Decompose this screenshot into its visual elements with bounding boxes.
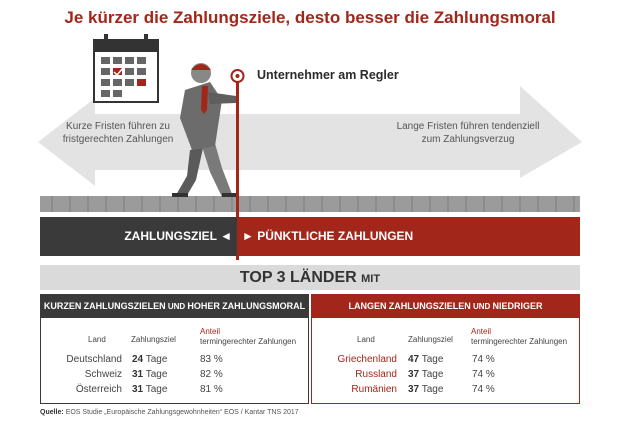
left-panel	[40, 318, 309, 404]
top3-title-text: TOP 3 LÄNDER	[239, 269, 357, 286]
left-header-w3: UND	[167, 302, 186, 311]
right-row-1-days: 47	[408, 354, 420, 365]
right-row-1-share: 74 %	[472, 354, 495, 365]
right-panel-header: LANGEN ZAHLUNGSZIELEN UND NIEDRIGER ZAHL…	[311, 294, 580, 336]
left-header-w2: ZAHLUNGSZIELEN	[83, 301, 166, 311]
left-col-anteil-2: termingerechter Zahlungen	[200, 337, 297, 346]
left-panel-header: KURZEN ZAHLUNGSZIELEN UND HOHER ZAHLUNGS…	[40, 294, 309, 318]
left-row-3-land: Österreich	[75, 384, 122, 395]
top3-title-suffix: MIT	[361, 273, 381, 285]
left-header-w5: ZAHLUNGSMORAL	[222, 301, 306, 311]
right-row-3-land: Rumänien	[351, 384, 397, 395]
left-header-w1: KURZEN	[43, 301, 82, 311]
right-header-w2: ZAHLUNGSZIELEN	[388, 301, 471, 311]
source-text: EOS Studie „Europäische Zahlungsgewohnhe…	[65, 409, 299, 416]
arrow-left-caption: Kurze Fristen führen zu fristgerechten Z…	[62, 121, 174, 145]
left-row-2-days: 31	[132, 369, 144, 380]
double-arrow	[38, 86, 582, 186]
left-row-3-days: 31	[132, 384, 144, 395]
left-col-ziel: Zahlungsziel	[131, 335, 176, 344]
right-col-ziel: Zahlungsziel	[408, 335, 453, 344]
right-row-3-unit: Tage	[421, 384, 444, 395]
slider-handle-icon	[230, 69, 245, 260]
right-row-2-unit: Tage	[421, 369, 444, 380]
businessman-figure	[172, 63, 238, 197]
left-row-3-share: 81 %	[200, 384, 223, 395]
right-header-w1: LANGEN	[348, 301, 387, 311]
right-row-2-share: 74 %	[472, 369, 495, 380]
right-header-w3: UND	[472, 302, 491, 311]
right-header-w4: NIEDRIGER	[492, 301, 543, 311]
right-row-2-days: 37	[408, 369, 420, 380]
right-row-1-unit: Tage	[421, 354, 444, 365]
illustration	[38, 34, 582, 260]
bar-right-segment	[237, 217, 580, 256]
left-row-2-unit: Tage	[145, 369, 168, 380]
left-row-2-share: 82 %	[200, 369, 223, 380]
source-note: Quelle: EOS Studie „Europäische Zahlungs…	[40, 409, 299, 416]
left-col-land: Land	[88, 335, 106, 344]
left-row-2-land: Schweiz	[84, 369, 122, 380]
page-title: Je kürzer die Zahlungsziele, desto besse…	[64, 8, 556, 27]
right-panel	[311, 318, 580, 404]
calendar-icon	[93, 34, 159, 103]
left-row-1-land: Deutschland	[66, 354, 122, 365]
bar-left-label: ZAHLUNGSZIEL ◄	[124, 229, 232, 243]
left-row-1-share: 83 %	[200, 354, 223, 365]
right-row-1-land: Griechenland	[337, 354, 397, 365]
right-col-anteil-1: Anteil	[471, 327, 492, 336]
left-row-1-unit: Tage	[145, 354, 168, 365]
bar-left-segment	[40, 217, 237, 256]
right-header-w5: ZAHLUNGSMORAL	[404, 326, 487, 336]
left-row-1-days: 24	[132, 354, 144, 365]
left-header-w4: HOHER	[187, 301, 220, 311]
right-col-anteil-2: termingerechter Zahlungen	[471, 337, 568, 346]
right-row-2-land: Russland	[355, 369, 397, 380]
left-row-3-unit: Tage	[145, 384, 168, 395]
ruler	[40, 196, 580, 212]
arrow-right-caption: Lange Fristen führen tendenziell zum Zah…	[396, 121, 540, 145]
right-col-land: Land	[357, 335, 375, 344]
top3-title: TOP 3 LÄNDER MIT	[40, 265, 580, 290]
bar-right-label: ► PÜNKTLICHE ZAHLUNGEN	[242, 229, 414, 243]
right-row-3-days: 37	[408, 384, 420, 395]
right-row-3-share: 74 %	[472, 384, 495, 395]
subject-label: Unternehmer am Regler	[257, 68, 399, 82]
left-col-anteil-1: Anteil	[200, 327, 221, 336]
source-label: Quelle:	[40, 409, 64, 416]
